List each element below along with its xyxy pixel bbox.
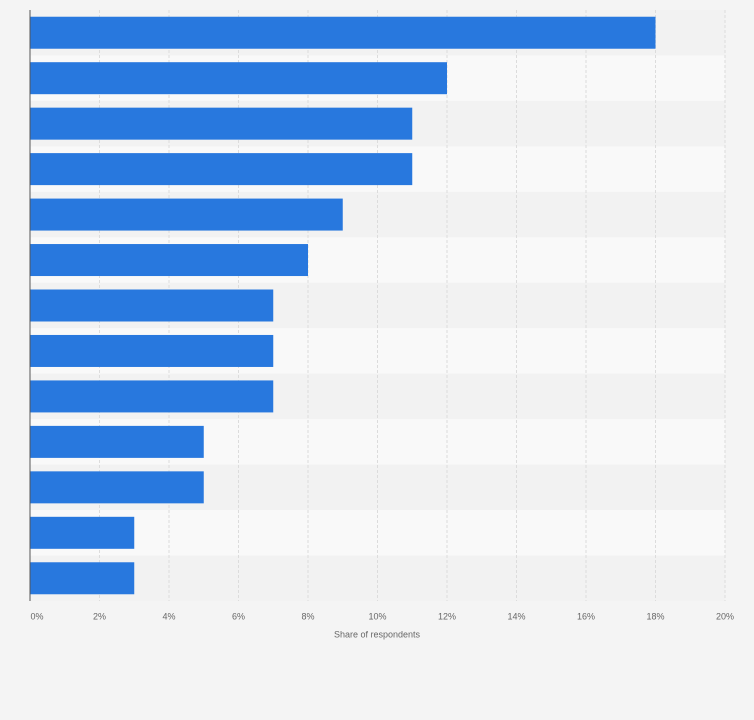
bar (30, 380, 274, 413)
bar (30, 425, 204, 458)
bar (30, 289, 274, 322)
bar (30, 562, 135, 595)
x-tick-label: 12% (438, 611, 456, 621)
x-tick-label: 6% (232, 611, 245, 621)
bar (30, 334, 274, 367)
x-axis-label: Share of respondents (334, 629, 421, 639)
bar (30, 198, 343, 231)
x-tick-label: 4% (162, 611, 175, 621)
x-tick-label: 20% (716, 611, 734, 621)
x-tick-label: 14% (507, 611, 525, 621)
bar (30, 62, 447, 95)
x-tick-label: 2% (93, 611, 106, 621)
x-tick-label: 10% (368, 611, 386, 621)
bar (30, 107, 413, 140)
bar (30, 153, 413, 186)
row-band (30, 555, 725, 601)
bar (30, 16, 656, 49)
bar (30, 516, 135, 549)
x-tick-label: 8% (301, 611, 314, 621)
x-tick-label: 0% (30, 611, 43, 621)
x-tick-label: 16% (577, 611, 595, 621)
x-tick-label: 18% (646, 611, 664, 621)
bar (30, 244, 308, 277)
bar (30, 471, 204, 504)
